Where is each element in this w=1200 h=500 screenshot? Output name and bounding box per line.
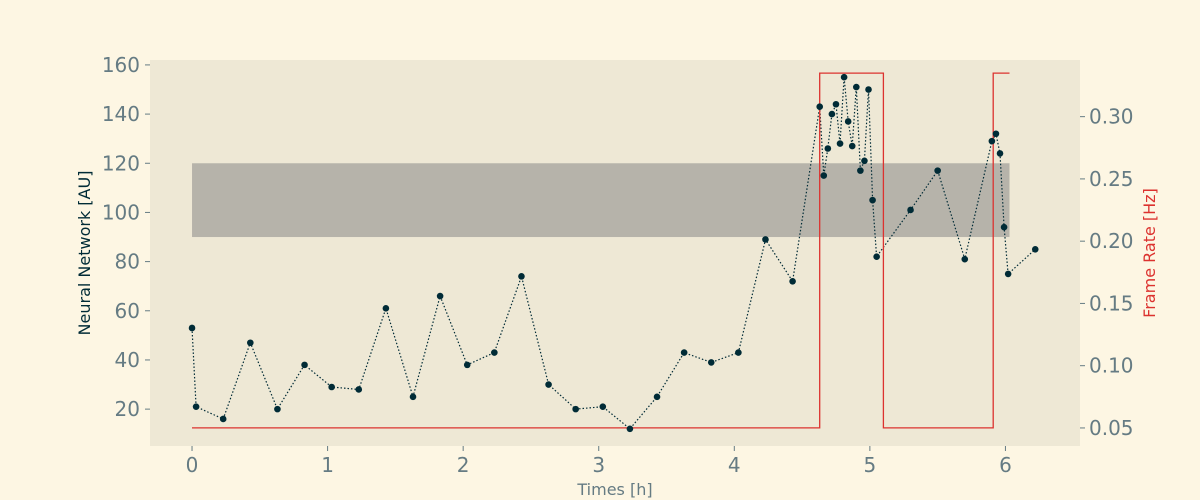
data-point bbox=[762, 236, 769, 243]
y-tick-label: 160 bbox=[102, 53, 140, 77]
data-point bbox=[828, 110, 836, 118]
x-tick-label: 1 bbox=[321, 453, 334, 477]
x-ticks: 0 1 2 3 4 5 6 bbox=[186, 446, 1012, 477]
data-point bbox=[816, 103, 824, 111]
data-point bbox=[219, 415, 227, 423]
data-point bbox=[832, 100, 840, 108]
data-point bbox=[653, 393, 661, 401]
y-tick-label: 120 bbox=[102, 151, 140, 175]
data-point bbox=[1031, 246, 1039, 253]
data-point bbox=[572, 405, 579, 413]
y2-tick-label: 0.15 bbox=[1089, 291, 1134, 315]
x-axis-label: Times [h] bbox=[576, 480, 652, 499]
band-layer bbox=[192, 163, 1010, 238]
data-point bbox=[992, 130, 1000, 138]
y2-tick-label: 0.20 bbox=[1089, 229, 1134, 253]
data-point bbox=[848, 142, 856, 150]
data-point bbox=[192, 403, 200, 410]
y-tick-label: 100 bbox=[102, 200, 140, 224]
data-point bbox=[463, 361, 471, 369]
data-point bbox=[735, 349, 742, 356]
y-axis-label: Neural Network [AU] bbox=[75, 171, 94, 336]
data-point bbox=[436, 292, 444, 300]
data-point bbox=[680, 349, 688, 356]
x-tick-label: 0 bbox=[186, 453, 199, 477]
data-point bbox=[836, 140, 844, 147]
y-tick-label: 60 bbox=[115, 299, 140, 323]
data-point bbox=[247, 339, 254, 347]
data-point bbox=[857, 167, 864, 174]
data-point bbox=[409, 393, 417, 401]
data-point bbox=[853, 83, 860, 91]
data-point bbox=[1000, 223, 1008, 231]
y-tick-label: 20 bbox=[115, 397, 140, 421]
y2-tick-label: 0.25 bbox=[1089, 167, 1134, 191]
data-point bbox=[934, 167, 941, 174]
x-tick-label: 3 bbox=[592, 453, 605, 477]
x-tick-label: 2 bbox=[457, 453, 470, 477]
data-point bbox=[301, 361, 308, 369]
marker-layer bbox=[188, 73, 1039, 433]
highlight-band bbox=[192, 163, 1010, 238]
data-point bbox=[1004, 270, 1012, 278]
y-tick-label: 140 bbox=[102, 102, 140, 126]
data-point bbox=[274, 405, 281, 413]
x-tick-label: 5 bbox=[864, 453, 877, 477]
y-ticks: 20 40 60 80 100 120 140 160 bbox=[102, 53, 150, 421]
y2-tick-label: 0.30 bbox=[1089, 105, 1134, 129]
data-point bbox=[545, 381, 552, 388]
x-tick-label: 4 bbox=[728, 453, 741, 477]
data-point bbox=[869, 196, 876, 204]
x-tick-label: 6 bbox=[999, 453, 1012, 477]
data-point bbox=[328, 383, 335, 391]
data-point bbox=[355, 386, 363, 393]
data-point bbox=[626, 425, 634, 433]
data-point bbox=[865, 86, 872, 93]
data-point bbox=[820, 172, 828, 179]
y2-tick-label: 0.10 bbox=[1089, 354, 1134, 378]
data-point bbox=[861, 157, 868, 165]
data-point bbox=[844, 118, 852, 125]
y2-ticks: 0.05 0.10 0.15 0.20 0.25 0.30 bbox=[1080, 105, 1134, 440]
data-point bbox=[873, 253, 880, 260]
y-tick-label: 40 bbox=[115, 348, 140, 372]
plot-area bbox=[150, 60, 1080, 446]
data-point bbox=[382, 305, 390, 312]
data-point bbox=[996, 150, 1004, 157]
y-tick-label: 80 bbox=[115, 250, 140, 274]
y2-axis-label: Frame Rate [Hz] bbox=[1140, 188, 1159, 318]
y2-tick-label: 0.05 bbox=[1089, 416, 1134, 440]
data-point bbox=[188, 324, 196, 332]
data-point bbox=[518, 273, 525, 280]
data-point bbox=[491, 349, 498, 356]
data-point bbox=[789, 277, 796, 285]
data-point bbox=[824, 145, 832, 152]
data-point bbox=[988, 137, 996, 145]
data-point bbox=[707, 359, 715, 366]
data-point bbox=[961, 255, 969, 263]
data-point bbox=[907, 206, 914, 214]
data-point bbox=[840, 73, 848, 81]
data-point bbox=[599, 403, 607, 410]
